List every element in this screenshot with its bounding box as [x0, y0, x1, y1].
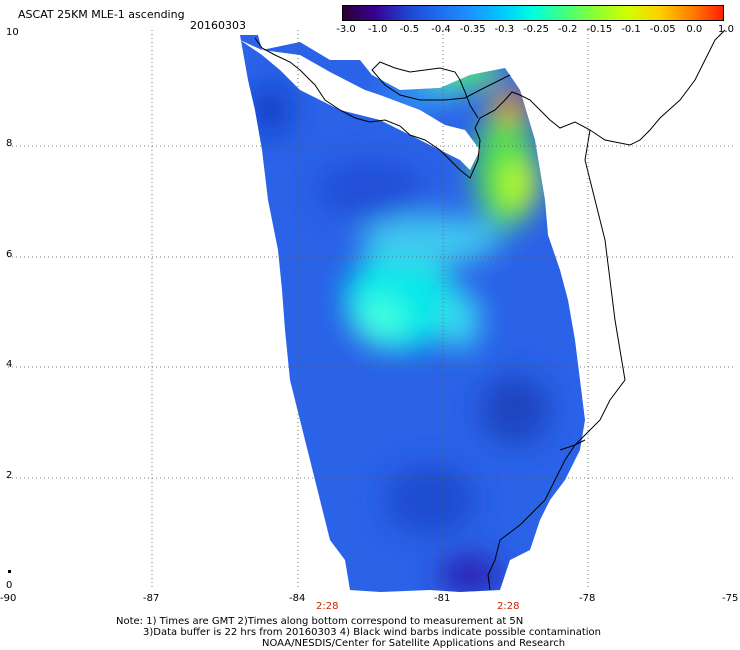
time-label-left: 2:28 — [316, 601, 339, 612]
data-map — [8, 29, 735, 592]
y-tick-4: 4 — [6, 359, 13, 370]
cyan-patch-core — [355, 295, 405, 345]
x-tick-87w: -87 — [143, 593, 160, 604]
color-bar-label: -0.5 — [399, 24, 420, 35]
cyan-patch-right — [440, 290, 480, 350]
color-bar-label: -3.0 — [336, 24, 356, 35]
color-bar-label: -0.15 — [586, 24, 613, 35]
y-tick-8: 8 — [6, 138, 13, 149]
y-tick-10: 10 — [6, 27, 19, 38]
marker-dot — [8, 570, 11, 573]
lat-lon-grid — [8, 30, 735, 588]
color-bar — [342, 5, 724, 21]
y-tick-6: 6 — [6, 249, 13, 260]
dark-patch-east — [480, 375, 550, 445]
note-line-3: NOAA/NESDIS/Center for Satellite Applica… — [262, 638, 566, 649]
central-america-land — [240, 40, 480, 170]
dark-patch-south — [385, 465, 475, 535]
color-bar-label: -0.05 — [649, 24, 676, 35]
color-bar-label: -0.25 — [523, 24, 549, 35]
note-line-2: 3)Data buffer is 22 hrs from 20160303 4)… — [143, 627, 601, 638]
x-tick-84w: -84 — [289, 593, 306, 604]
color-bar-label: -0.2 — [557, 24, 578, 35]
note-line-1: Note: 1) Times are GMT 2)Times along bot… — [116, 616, 524, 627]
x-tick-81w: -81 — [434, 593, 451, 604]
x-tick-78w: -78 — [579, 593, 596, 604]
y-tick-0: 0 — [6, 580, 13, 591]
purple-patch-south — [440, 555, 500, 592]
color-bar-label: -0.4 — [431, 24, 451, 35]
light-patch-upper — [360, 215, 500, 265]
orange-patch-panama — [492, 91, 528, 119]
color-bar-labels: -3.0 -1.0 -0.5 -0.4 -0.35 -0.3 -0.25 -0.2 -0.15-… — [336, 24, 736, 38]
product-date: 20160303 — [190, 19, 246, 32]
color-bar-label: -0.3 — [494, 24, 515, 35]
yellow-patch-east — [502, 160, 538, 210]
product-title: ASCAT 25KM MLE-1 ascending — [18, 8, 185, 21]
color-bar-label: 1.0 — [718, 24, 734, 35]
y-tick-2: 2 — [6, 470, 13, 481]
green-patch-caribbean — [420, 50, 500, 90]
color-bar-label: -1.0 — [367, 24, 388, 35]
coastline — [254, 29, 726, 591]
dark-patch-nw — [250, 85, 290, 135]
x-tick-75w: -75 — [722, 593, 739, 604]
color-bar-label: 0.0 — [686, 24, 703, 35]
dark-patch-north — [315, 160, 425, 220]
color-bar-label: -0.35 — [459, 24, 486, 35]
color-bar-label: -0.1 — [621, 24, 641, 35]
x-tick-90w: -90 — [0, 593, 17, 604]
time-label-right: 2:28 — [497, 601, 520, 612]
